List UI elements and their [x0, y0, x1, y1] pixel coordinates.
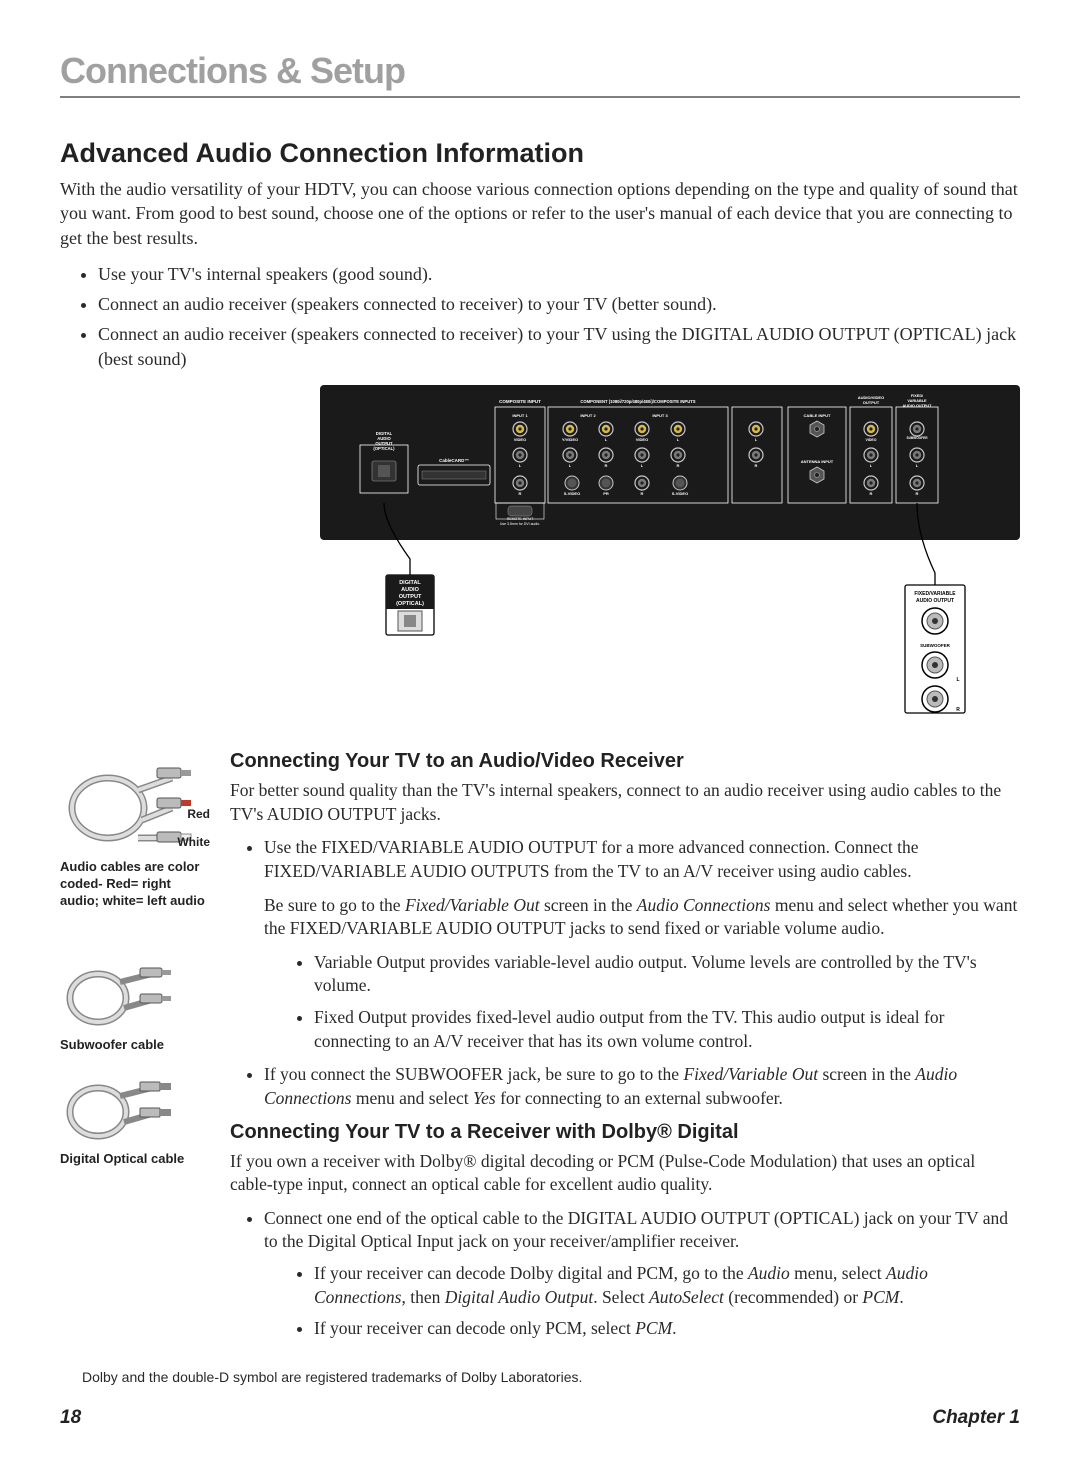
sub2-inner-bullet: If your receiver can decode Dolby digita… — [314, 1262, 1020, 1309]
svg-text:INPUT 3: INPUT 3 — [652, 413, 668, 418]
svg-text:SUBWOOFER: SUBWOOFER — [920, 643, 950, 648]
text-italic: Digital Audio Output — [445, 1287, 593, 1307]
sub1-inner-bullet: Fixed Output provides fixed-level audio … — [314, 1006, 1020, 1053]
text: If your receiver can decode only PCM, se… — [314, 1318, 635, 1338]
svg-text:R: R — [677, 463, 680, 468]
svg-text:S-VIDEO: S-VIDEO — [564, 491, 580, 496]
svg-text:DIGITAL: DIGITAL — [399, 580, 421, 586]
svg-text:ANTENNA INPUT: ANTENNA INPUT — [801, 459, 834, 464]
text: screen in the — [818, 1064, 915, 1084]
main-column: Connecting Your TV to an Audio/Video Rec… — [230, 750, 1020, 1351]
svg-text:COMPONENT (1080i/720p/480p/480: COMPONENT (1080i/720p/480p/480i)/COMPOSI… — [580, 399, 695, 404]
text: Use the FIXED/VARIABLE AUDIO OUTPUT for … — [264, 837, 919, 881]
sub1-bullet: Use the FIXED/VARIABLE AUDIO OUTPUT for … — [264, 836, 1020, 1053]
sub2-bullet: Connect one end of the optical cable to … — [264, 1207, 1020, 1341]
svg-text:Use 3.5mm for DVI audio.: Use 3.5mm for DVI audio. — [500, 522, 540, 526]
text-italic: Yes — [473, 1088, 496, 1108]
optical-cable-icon — [60, 1072, 180, 1142]
side-column: Red White Audio cables are color coded- … — [60, 750, 210, 1351]
chapter-label: Chapter 1 — [932, 1407, 1020, 1429]
text-italic: AutoSelect — [649, 1287, 724, 1307]
sub1-intro: For better sound quality than the TV's i… — [230, 779, 1020, 826]
svg-text:AUDIO OUTPUT: AUDIO OUTPUT — [916, 598, 954, 604]
svg-text:R: R — [956, 707, 960, 713]
svg-text:S-VIDEO: S-VIDEO — [672, 491, 688, 496]
svg-text:VIDEO: VIDEO — [514, 437, 526, 442]
svg-text:R: R — [519, 491, 522, 496]
text: , then — [402, 1287, 445, 1307]
text: Connect one end of the optical cable to … — [264, 1208, 1008, 1252]
svg-text:PR: PR — [603, 491, 609, 496]
text: screen in the — [540, 895, 637, 915]
svg-text:Y/VIDEO: Y/VIDEO — [562, 437, 578, 442]
text: for connecting to an external subwoofer. — [496, 1088, 783, 1108]
intro-bullet: Use your TV's internal speakers (good so… — [98, 262, 1020, 286]
text-italic: Audio — [748, 1263, 790, 1283]
svg-text:AUDIO: AUDIO — [401, 587, 419, 593]
section-title: Advanced Audio Connection Information — [60, 138, 1020, 169]
svg-text:SUBWOOFER: SUBWOOFER — [906, 436, 928, 440]
rca-caption: Audio cables are color coded- Red= right… — [60, 859, 210, 910]
svg-text:R: R — [605, 463, 608, 468]
sub1-bullet: If you connect the SUBWOOFER jack, be su… — [264, 1063, 1020, 1110]
text: If you connect the SUBWOOFER jack, be su… — [264, 1064, 683, 1084]
subwoofer-caption: Subwoofer cable — [60, 1037, 210, 1054]
svg-text:OUTPUT: OUTPUT — [863, 400, 880, 405]
sub2-intro: If you own a receiver with Dolby® digita… — [230, 1150, 1020, 1197]
intro-bullets: Use your TV's internal speakers (good so… — [60, 262, 1020, 371]
svg-text:FIXED/: FIXED/ — [911, 394, 924, 398]
sub2-inner-bullet: If your receiver can decode only PCM, se… — [314, 1317, 1020, 1341]
rear-panel-diagram: DIGITALAUDIOOUTPUT(OPTICAL)COMPOSITE INP… — [320, 385, 1020, 730]
text: Be sure to go to the — [264, 895, 405, 915]
intro-paragraph: With the audio versatility of your HDTV,… — [60, 177, 1020, 250]
svg-text:CABLE INPUT: CABLE INPUT — [804, 413, 831, 418]
text: . — [672, 1318, 676, 1338]
text: . Select — [593, 1287, 649, 1307]
text-italic: PCM — [862, 1287, 899, 1307]
subwoofer-cable-icon — [60, 958, 180, 1028]
intro-bullet: Connect an audio receiver (speakers conn… — [98, 292, 1020, 316]
svg-text:R: R — [755, 463, 758, 468]
svg-text:CableCARD™: CableCARD™ — [439, 458, 469, 463]
svg-text:VIDEO: VIDEO — [636, 437, 648, 442]
text-italic: Audio Connections — [637, 895, 771, 915]
sub-section-title-dolby: Connecting Your TV to a Receiver with Do… — [230, 1121, 1020, 1144]
text-italic: Fixed/Variable Out — [405, 895, 540, 915]
text-italic: PCM — [635, 1318, 672, 1338]
svg-text:(OPTICAL): (OPTICAL) — [373, 446, 395, 451]
svg-text:INPUT 2: INPUT 2 — [580, 413, 596, 418]
text-italic: Fixed/Variable Out — [683, 1064, 818, 1084]
intro-bullet: Connect an audio receiver (speakers conn… — [98, 322, 1020, 371]
svg-text:OUTPUT: OUTPUT — [399, 594, 422, 600]
svg-text:R: R — [870, 491, 873, 496]
page-footer: 18 Chapter 1 — [60, 1407, 1020, 1429]
sub1-inner-bullet: Variable Output provides variable-level … — [314, 951, 1020, 998]
svg-text:AUDIO OUTPUT: AUDIO OUTPUT — [903, 404, 933, 408]
text: menu, select — [790, 1263, 886, 1283]
sub-section-title-av: Connecting Your TV to an Audio/Video Rec… — [230, 750, 1020, 773]
svg-text:R: R — [916, 491, 919, 496]
text: menu and select — [352, 1088, 473, 1108]
text: . — [899, 1287, 903, 1307]
svg-text:R: R — [641, 491, 644, 496]
chapter-title: Connections & Setup — [60, 50, 1020, 98]
svg-text:COMPOSITE INPUT: COMPOSITE INPUT — [499, 399, 541, 404]
optical-caption: Digital Optical cable — [60, 1151, 210, 1168]
text: (recommended) or — [724, 1287, 862, 1307]
svg-text:L: L — [956, 677, 959, 683]
svg-text:(OPTICAL): (OPTICAL) — [396, 601, 424, 607]
trademark-text: Dolby and the double-D symbol are regist… — [82, 1369, 1020, 1385]
svg-text:VARIABLE: VARIABLE — [907, 399, 927, 403]
svg-text:VIDEO: VIDEO — [866, 438, 877, 442]
svg-text:FIXED/VARIABLE: FIXED/VARIABLE — [914, 591, 956, 597]
svg-text:REMOTE INPUT: REMOTE INPUT — [507, 517, 534, 521]
svg-text:INPUT 1: INPUT 1 — [512, 413, 528, 418]
page-number: 18 — [60, 1407, 81, 1429]
text: If your receiver can decode Dolby digita… — [314, 1263, 748, 1283]
